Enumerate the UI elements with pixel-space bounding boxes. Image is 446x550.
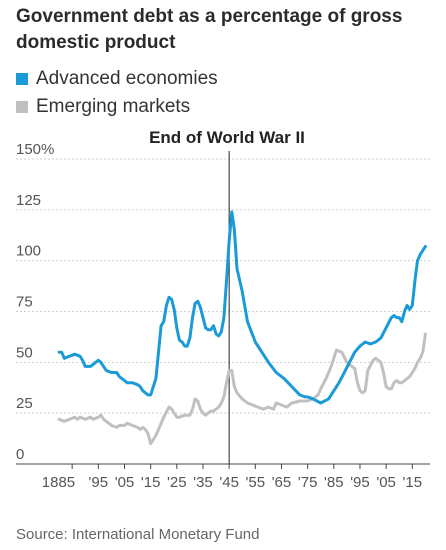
x-tick-label-5: '35: [193, 474, 213, 491]
wwii-annotation-label: End of World War II: [149, 128, 305, 147]
x-tick-label-2: '05: [115, 474, 135, 491]
source-note: Source: International Monetary Fund: [16, 526, 260, 543]
x-tick-label-13: '15: [403, 474, 423, 491]
x-tick-label-3: '15: [141, 474, 161, 491]
legend-swatch-emerging: [16, 101, 28, 113]
x-tick-label-4: '25: [167, 474, 187, 491]
y-tick-label-0: 0: [16, 446, 24, 463]
y-tick-label-125: 125: [16, 192, 41, 209]
series-line-emerging-markets: [57, 332, 427, 446]
x-tick-label-12: '05: [376, 474, 396, 491]
series-line-advanced-economies: [57, 210, 427, 405]
legend: Advanced economies Emerging markets: [16, 65, 218, 121]
y-tick-label-150: 150%: [16, 141, 54, 158]
x-tick-label-0: 1885: [42, 474, 75, 491]
x-tick-label-6: '45: [219, 474, 239, 491]
chart-title: Government debt as a percentage of gross…: [16, 6, 403, 53]
line-chart: 0 25 50 75 100 125 150% 1885 '95 '05 '15 '25 '35 '45 '…: [16, 141, 430, 491]
x-tick-label-10: '85: [324, 474, 344, 491]
y-tick-label-75: 75: [16, 294, 33, 311]
legend-label-advanced: Advanced economies: [36, 68, 218, 89]
y-tick-label-100: 100: [16, 243, 41, 260]
x-tick-label-8: '65: [272, 474, 292, 491]
legend-item-emerging: Emerging markets: [16, 93, 218, 121]
legend-item-advanced: Advanced economies: [16, 65, 218, 93]
legend-label-emerging: Emerging markets: [36, 96, 191, 117]
x-tick-label-7: '55: [246, 474, 266, 491]
legend-swatch-advanced: [16, 73, 28, 85]
y-tick-label-25: 25: [16, 395, 33, 412]
x-tick-label-11: '95: [350, 474, 370, 491]
x-tick-label-9: '75: [298, 474, 318, 491]
y-tick-label-50: 50: [16, 344, 33, 361]
x-tick-label-1: '95: [89, 474, 109, 491]
